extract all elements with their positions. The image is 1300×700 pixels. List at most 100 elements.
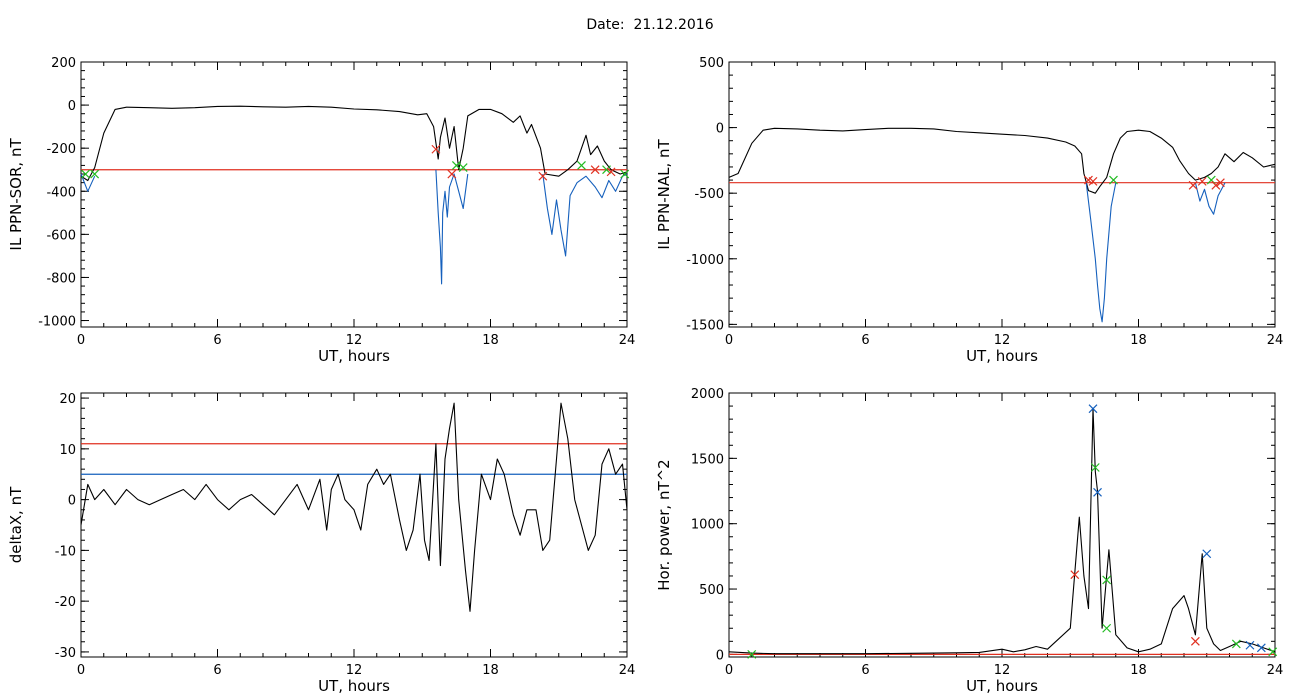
marker-red <box>538 171 548 181</box>
marker-green <box>458 163 468 172</box>
y-tick-label: 0 <box>68 99 76 114</box>
y-tick-label: -600 <box>46 228 76 243</box>
series-line-blue <box>435 169 469 285</box>
marker-red <box>1088 176 1098 186</box>
marker-red <box>1190 636 1200 646</box>
marker-red <box>1211 180 1221 190</box>
x-tick-label: 6 <box>861 333 869 348</box>
x-tick-label: 0 <box>77 663 85 678</box>
y-tick-label: -800 <box>46 271 76 286</box>
marker-green <box>81 169 90 179</box>
y-tick-label: -1000 <box>686 253 724 268</box>
y-tick-label: 1500 <box>691 452 724 467</box>
plot-frame <box>728 61 1276 328</box>
x-tick-label: 12 <box>346 663 363 678</box>
series-line-blue <box>1194 182 1226 215</box>
marker-green <box>1231 639 1241 649</box>
panel-nal-index: 0 6 12 18 24 500 0 -500 -1000 -1500 UT, hours IL PP… <box>655 56 1283 365</box>
y-axis-label: IL PPN-NAL, nT <box>655 139 673 250</box>
panel-delta-x: 0 6 12 18 24 20 10 0 -10 -20 -30 UT, hours deltaX, n… <box>7 392 635 695</box>
y-tick-label: 500 <box>699 583 724 598</box>
marker-green <box>1268 647 1278 657</box>
marker-green <box>1090 463 1100 472</box>
y-tick-label: 1000 <box>691 518 724 533</box>
date-title: Date: 21.12.2016 <box>586 17 714 33</box>
x-tick-label: 18 <box>1130 333 1147 348</box>
marker-blue <box>1245 640 1255 650</box>
x-tick-label: 12 <box>994 333 1011 348</box>
y-tick-label: 0 <box>716 648 724 663</box>
x-tick-label: 12 <box>346 333 363 348</box>
marker-green <box>620 169 630 179</box>
marker-green <box>451 160 461 170</box>
y-tick-label: -200 <box>46 142 76 157</box>
series-line-blue <box>1085 182 1117 323</box>
marker-green <box>1109 175 1118 185</box>
x-tick-label: 6 <box>213 663 221 678</box>
x-tick-label: 0 <box>725 333 733 348</box>
plot-frame <box>80 392 628 658</box>
x-tick-label: 18 <box>482 333 499 348</box>
x-axis-label: UT, hours <box>318 677 390 695</box>
marker-red <box>1188 180 1198 190</box>
marker-green <box>577 160 586 170</box>
y-tick-label: -10 <box>55 544 76 559</box>
y-axis-label: IL PPN-SOR, nT <box>7 138 25 251</box>
marker-red <box>1070 570 1080 580</box>
marker-red <box>1215 178 1225 188</box>
x-tick-label: 6 <box>213 333 221 348</box>
y-axis-label: deltaX, nT <box>7 486 25 563</box>
marker-red <box>447 169 457 179</box>
y-tick-label: -30 <box>55 646 76 661</box>
plot-frame <box>728 392 1276 658</box>
marker-red <box>606 167 616 177</box>
y-tick-label: 20 <box>59 392 76 407</box>
marker-green <box>1102 575 1112 585</box>
marker-red <box>1197 176 1207 186</box>
x-tick-label: 24 <box>619 333 636 348</box>
marker-green <box>1102 623 1112 633</box>
y-tick-label: 0 <box>716 122 724 137</box>
marker-green <box>747 649 757 659</box>
marker-blue <box>1093 487 1102 497</box>
x-tick-label: 24 <box>619 663 636 678</box>
x-axis-label: UT, hours <box>966 677 1038 695</box>
x-tick-label: 24 <box>1267 663 1284 678</box>
x-tick-label: 0 <box>725 663 733 678</box>
y-tick-label: -500 <box>694 187 724 202</box>
marker-blue <box>1088 404 1098 414</box>
marker-blue <box>1202 549 1212 559</box>
series-line-black <box>728 127 1276 194</box>
marker-red <box>590 165 600 175</box>
marker-red <box>431 144 441 154</box>
y-tick-label: 0 <box>68 494 76 509</box>
marker-green <box>602 165 611 175</box>
x-axis-label: UT, hours <box>966 347 1038 365</box>
y-tick-label: 200 <box>51 56 76 71</box>
y-tick-label: 10 <box>59 443 76 458</box>
panel-horizontal-power: 0 6 12 18 24 2000 1500 1000 500 0 UT, hours Hor. po… <box>655 387 1283 695</box>
marker-blue <box>1256 643 1266 653</box>
x-tick-label: 6 <box>861 663 869 678</box>
x-tick-label: 12 <box>994 663 1011 678</box>
y-tick-label: -1500 <box>686 318 724 333</box>
y-axis-label: Hor. power, nT^2 <box>655 459 673 590</box>
panel-sor-index: 0 6 12 18 24 200 0 -200 -400 -600 -800 -1000 UT, hou… <box>7 56 635 365</box>
series-line-black <box>80 105 628 182</box>
series-line-black <box>728 408 1276 655</box>
x-tick-label: 24 <box>1267 333 1284 348</box>
y-tick-label: -1000 <box>38 315 76 330</box>
series-line-blue <box>542 173 628 257</box>
series-line-black <box>80 402 628 612</box>
x-axis-label: UT, hours <box>318 347 390 365</box>
y-tick-label: 500 <box>699 56 724 71</box>
x-tick-label: 18 <box>1130 663 1147 678</box>
marker-green <box>90 169 100 179</box>
x-tick-label: 18 <box>482 663 499 678</box>
y-tick-label: -20 <box>55 595 76 610</box>
y-tick-label: -400 <box>46 185 76 200</box>
y-tick-label: 2000 <box>691 387 724 402</box>
series-line-blue <box>80 173 96 192</box>
x-tick-label: 0 <box>77 333 85 348</box>
